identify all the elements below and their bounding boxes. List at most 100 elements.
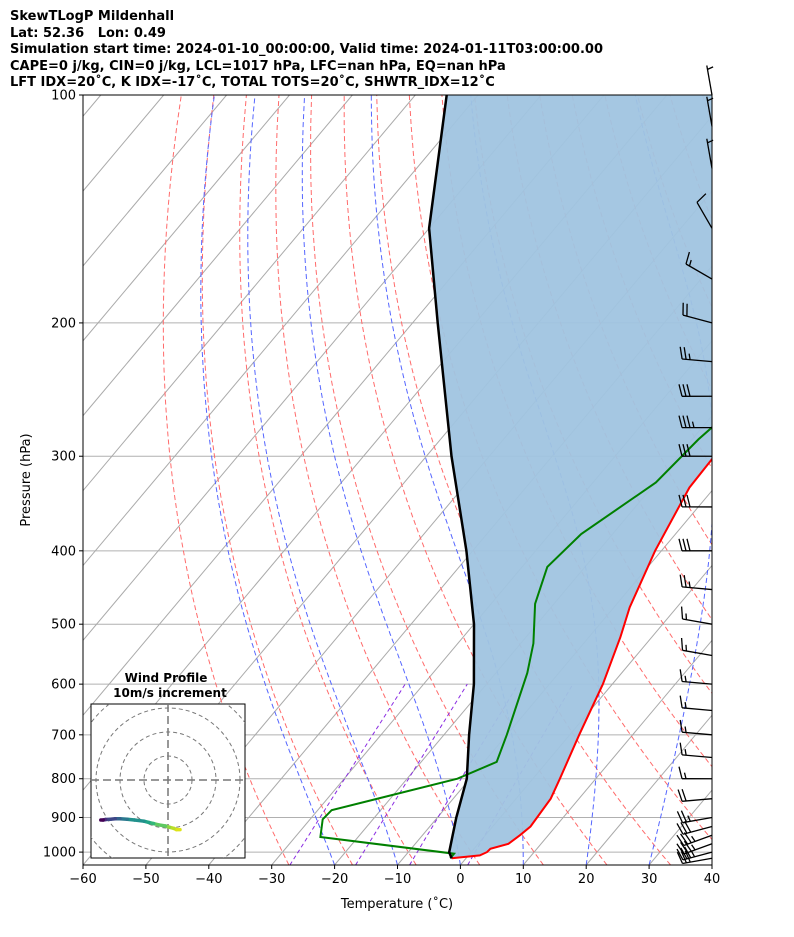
x-tick-label: 20 <box>578 872 595 887</box>
y-tick-label: 200 <box>51 316 76 331</box>
hodograph-plot <box>91 704 245 858</box>
wind-barb <box>679 742 713 759</box>
barb-feather <box>686 384 691 397</box>
barb-half-feather <box>707 97 714 102</box>
barb-feather <box>680 842 689 854</box>
barb-staff <box>682 314 713 324</box>
wind-barb <box>676 810 713 824</box>
y-tick-label: 900 <box>51 811 76 826</box>
barb-feather <box>679 719 683 733</box>
barb-feather <box>682 538 687 551</box>
barb-feather <box>684 820 692 833</box>
wind-barb <box>706 138 714 169</box>
wind-barb <box>678 538 713 552</box>
barb-feather <box>680 810 687 823</box>
barb-staff <box>682 680 713 685</box>
dry-adiabat <box>735 95 794 865</box>
isotherm-line <box>83 95 290 342</box>
chart-header: SkewTLogP Mildenhall Lat: 52.36 Lon: 0.49… <box>10 9 603 92</box>
barb-staff <box>682 798 713 802</box>
parcel-line <box>427 95 476 859</box>
isotherm-line <box>711 864 712 865</box>
wind-barb <box>680 606 713 625</box>
dry-adiabat <box>162 95 290 865</box>
wind-barb <box>679 669 713 685</box>
wind-barb <box>676 840 713 855</box>
wind-barb <box>706 96 714 127</box>
barb-feather <box>686 494 691 508</box>
barb-staff <box>682 618 713 625</box>
wind-barb <box>679 346 713 363</box>
x-tick-label: −10 <box>384 872 411 887</box>
x-tick-label: −30 <box>258 872 285 887</box>
mixing-ratio-line <box>289 683 406 865</box>
barb-staff <box>683 843 713 855</box>
barb-feather <box>679 346 683 360</box>
x-tick-label: −60 <box>69 872 96 887</box>
x-tick-label: 0 <box>456 872 464 887</box>
time-line: Simulation start time: 2024-01-10_00:00:… <box>10 42 603 57</box>
isotherm-line <box>522 639 712 865</box>
barb-staff <box>682 857 713 865</box>
x-tick-label: −40 <box>195 872 222 887</box>
dry-adiabat <box>239 95 417 865</box>
wind-barb <box>682 302 713 324</box>
wind-barb <box>677 788 713 802</box>
barb-staff <box>685 263 713 280</box>
wind-barb <box>678 415 713 429</box>
temperature-line <box>451 457 712 860</box>
isotherm-line <box>83 95 227 267</box>
barb-feather <box>682 384 687 397</box>
barb-half-feather <box>688 581 691 588</box>
y-tick-label: 600 <box>51 678 76 693</box>
x-tick-label: −50 <box>132 872 159 887</box>
wind-barb <box>676 820 713 835</box>
barb-feather <box>676 823 684 835</box>
barb-feather <box>680 606 684 620</box>
hodograph-subtitle: 10m/s increment <box>113 686 227 700</box>
barb-half-feather <box>684 748 687 756</box>
barb-feather <box>676 848 684 861</box>
barb-feather <box>680 637 684 651</box>
barb-staff <box>706 138 713 169</box>
barb-half-feather <box>707 66 714 70</box>
isotherm-line <box>585 714 712 865</box>
moist-adiabat <box>200 95 336 865</box>
barb-feather <box>679 695 683 708</box>
data-layer <box>319 95 712 860</box>
barb-half-feather <box>684 726 687 733</box>
isotherm-line <box>83 95 102 117</box>
barb-feather <box>681 788 687 802</box>
wind-barb <box>706 65 714 96</box>
barb-staff <box>682 358 713 363</box>
barb-feather <box>677 789 683 802</box>
moist-adiabat <box>247 95 398 865</box>
x-axis-label: Temperature (˚C) <box>340 896 453 912</box>
chart-title: SkewTLogP Mildenhall <box>10 9 175 24</box>
wind-barb <box>676 832 713 847</box>
barb-staff <box>706 96 713 127</box>
barb-feather <box>682 444 687 457</box>
wind-barb <box>685 251 713 280</box>
barb-half-feather <box>707 139 714 144</box>
hodograph-inset: Wind Profile 10m/s increment <box>90 671 246 859</box>
barb-half-feather <box>691 421 695 428</box>
barb-feather <box>682 494 687 508</box>
wind-barb <box>678 444 713 457</box>
hodograph-title: Wind Profile <box>125 671 208 685</box>
y-axis-label: Pressure (hPa) <box>19 433 34 526</box>
barb-feather <box>683 347 687 360</box>
barb-staff <box>682 731 713 736</box>
barb-feather <box>678 444 683 457</box>
barb-feather <box>678 494 683 508</box>
index-line: LFT IDX=20˚C, K IDX=-17˚C, TOTAL TOTS=20… <box>10 75 495 90</box>
barb-half-feather <box>684 675 687 683</box>
barb-half-feather <box>688 259 692 267</box>
wind-barbs <box>676 65 714 865</box>
dewpoint-line <box>319 426 712 859</box>
x-tick-label: 40 <box>704 872 721 887</box>
barb-staff <box>682 707 713 712</box>
wind-barb <box>679 574 713 591</box>
barb-feather <box>683 574 687 588</box>
